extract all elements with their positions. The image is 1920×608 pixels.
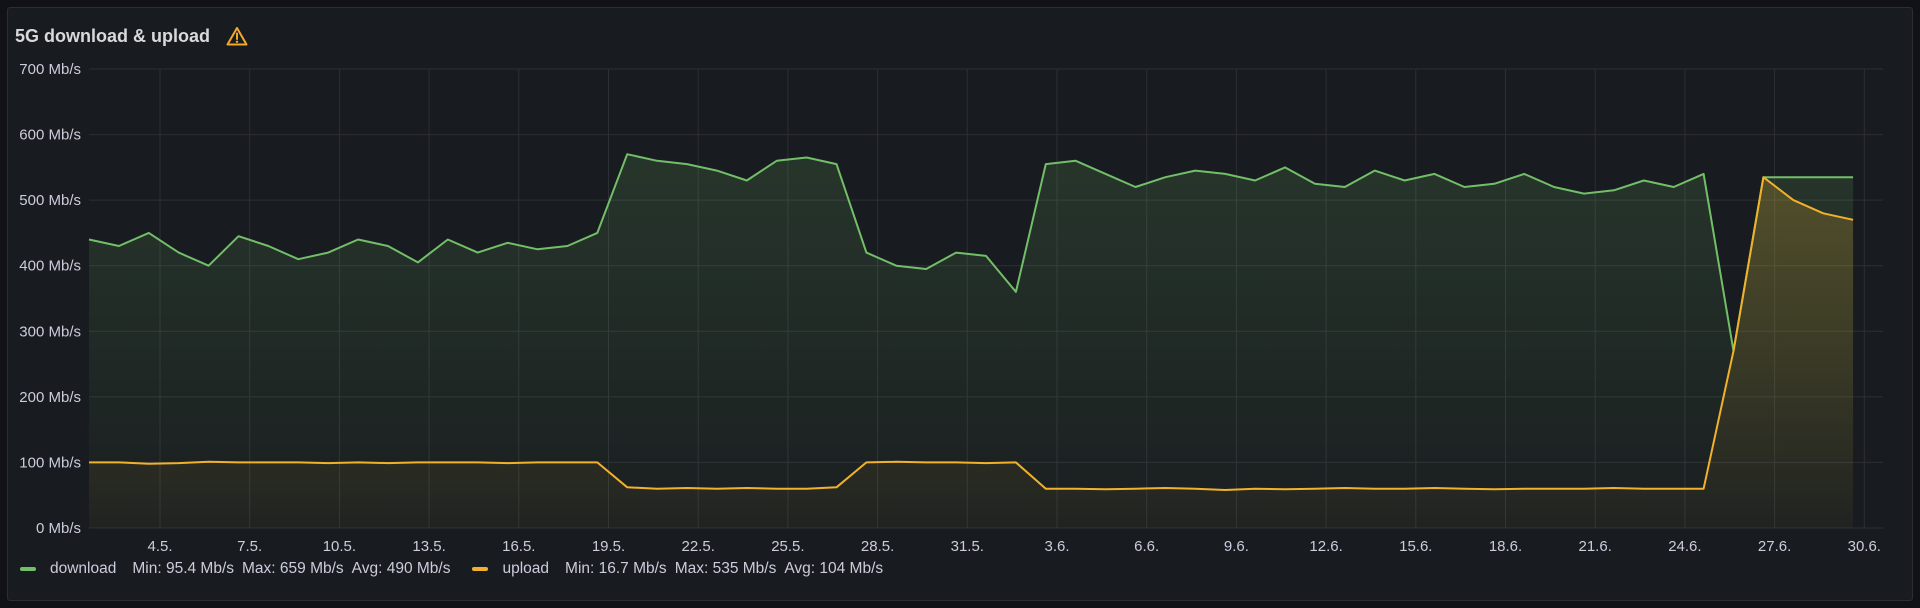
x-tick-label: 9.6.	[1224, 538, 1249, 555]
x-tick-label: 21.6.	[1579, 538, 1612, 555]
legend-min-upload: Min: 16.7 Mb/s	[565, 560, 667, 577]
y-tick-label: 400 Mb/s	[19, 258, 81, 275]
x-tick-label: 3.6.	[1044, 538, 1069, 555]
x-tick-label: 4.5.	[147, 538, 172, 555]
legend-max-upload: Max: 535 Mb/s	[674, 560, 777, 577]
x-tick-label: 7.5.	[237, 538, 262, 555]
x-tick-label: 28.5.	[861, 538, 894, 555]
legend-min-download: Min: 95.4 Mb/s	[132, 560, 235, 577]
x-tick-label: 22.5.	[682, 538, 715, 555]
y-tick-label: 700 Mb/s	[19, 61, 81, 78]
x-tick-label: 10.5.	[323, 538, 356, 555]
panel-header: 5G download & upload	[15, 18, 248, 54]
x-tick-label: 27.6.	[1758, 538, 1791, 555]
warning-triangle-icon[interactable]	[226, 26, 248, 46]
legend-avg-upload: Avg: 104 Mb/s	[784, 560, 884, 577]
y-tick-label: 600 Mb/s	[19, 127, 81, 144]
legend-item-download[interactable]: download	[50, 560, 117, 577]
x-tick-label: 19.5.	[592, 538, 625, 555]
legend-avg-download: Avg: 490 Mb/s	[351, 560, 451, 577]
x-tick-label: 31.5.	[951, 538, 984, 555]
x-tick-label: 30.6.	[1848, 538, 1881, 555]
x-tick-label: 25.5.	[771, 538, 804, 555]
y-axis: 0 Mb/s 100 Mb/s 200 Mb/s 300 Mb/s 400 Mb/s 50…	[19, 61, 81, 537]
y-tick-label: 100 Mb/s	[19, 454, 81, 471]
y-tick-label: 200 Mb/s	[19, 389, 81, 406]
y-tick-label: 0 Mb/s	[36, 520, 81, 537]
x-tick-label: 15.6.	[1399, 538, 1432, 555]
legend-swatch-download	[20, 567, 36, 571]
series-group	[88, 153, 1854, 528]
x-tick-label: 13.5.	[412, 538, 445, 555]
x-tick-label: 16.5.	[502, 538, 535, 555]
series-line-download[interactable]	[88, 153, 1854, 352]
x-tick-label: 12.6.	[1309, 538, 1342, 555]
y-tick-label: 300 Mb/s	[19, 323, 81, 340]
legend-swatch-upload	[472, 567, 489, 571]
series-line-upload[interactable]	[89, 176, 1854, 491]
legend: download Min: 95.4 Mb/s Max: 659 Mb/s Av…	[20, 560, 891, 578]
legend-item-upload[interactable]: upload	[502, 560, 550, 577]
series-area-upload	[89, 177, 1854, 528]
series-area-download	[89, 154, 1854, 528]
x-tick-label: 24.6.	[1668, 538, 1701, 555]
legend-max-download: Max: 659 Mb/s	[242, 560, 344, 577]
panel-title[interactable]: 5G download & upload	[15, 25, 210, 46]
y-tick-label: 500 Mb/s	[19, 192, 81, 209]
x-tick-label: 18.6.	[1489, 538, 1522, 555]
x-axis: 4.5. 7.5. 10.5. 13.5. 16.5. 19.5. 22.5. 25.5. 28…	[147, 538, 1881, 555]
x-tick-label: 6.6.	[1134, 538, 1159, 555]
